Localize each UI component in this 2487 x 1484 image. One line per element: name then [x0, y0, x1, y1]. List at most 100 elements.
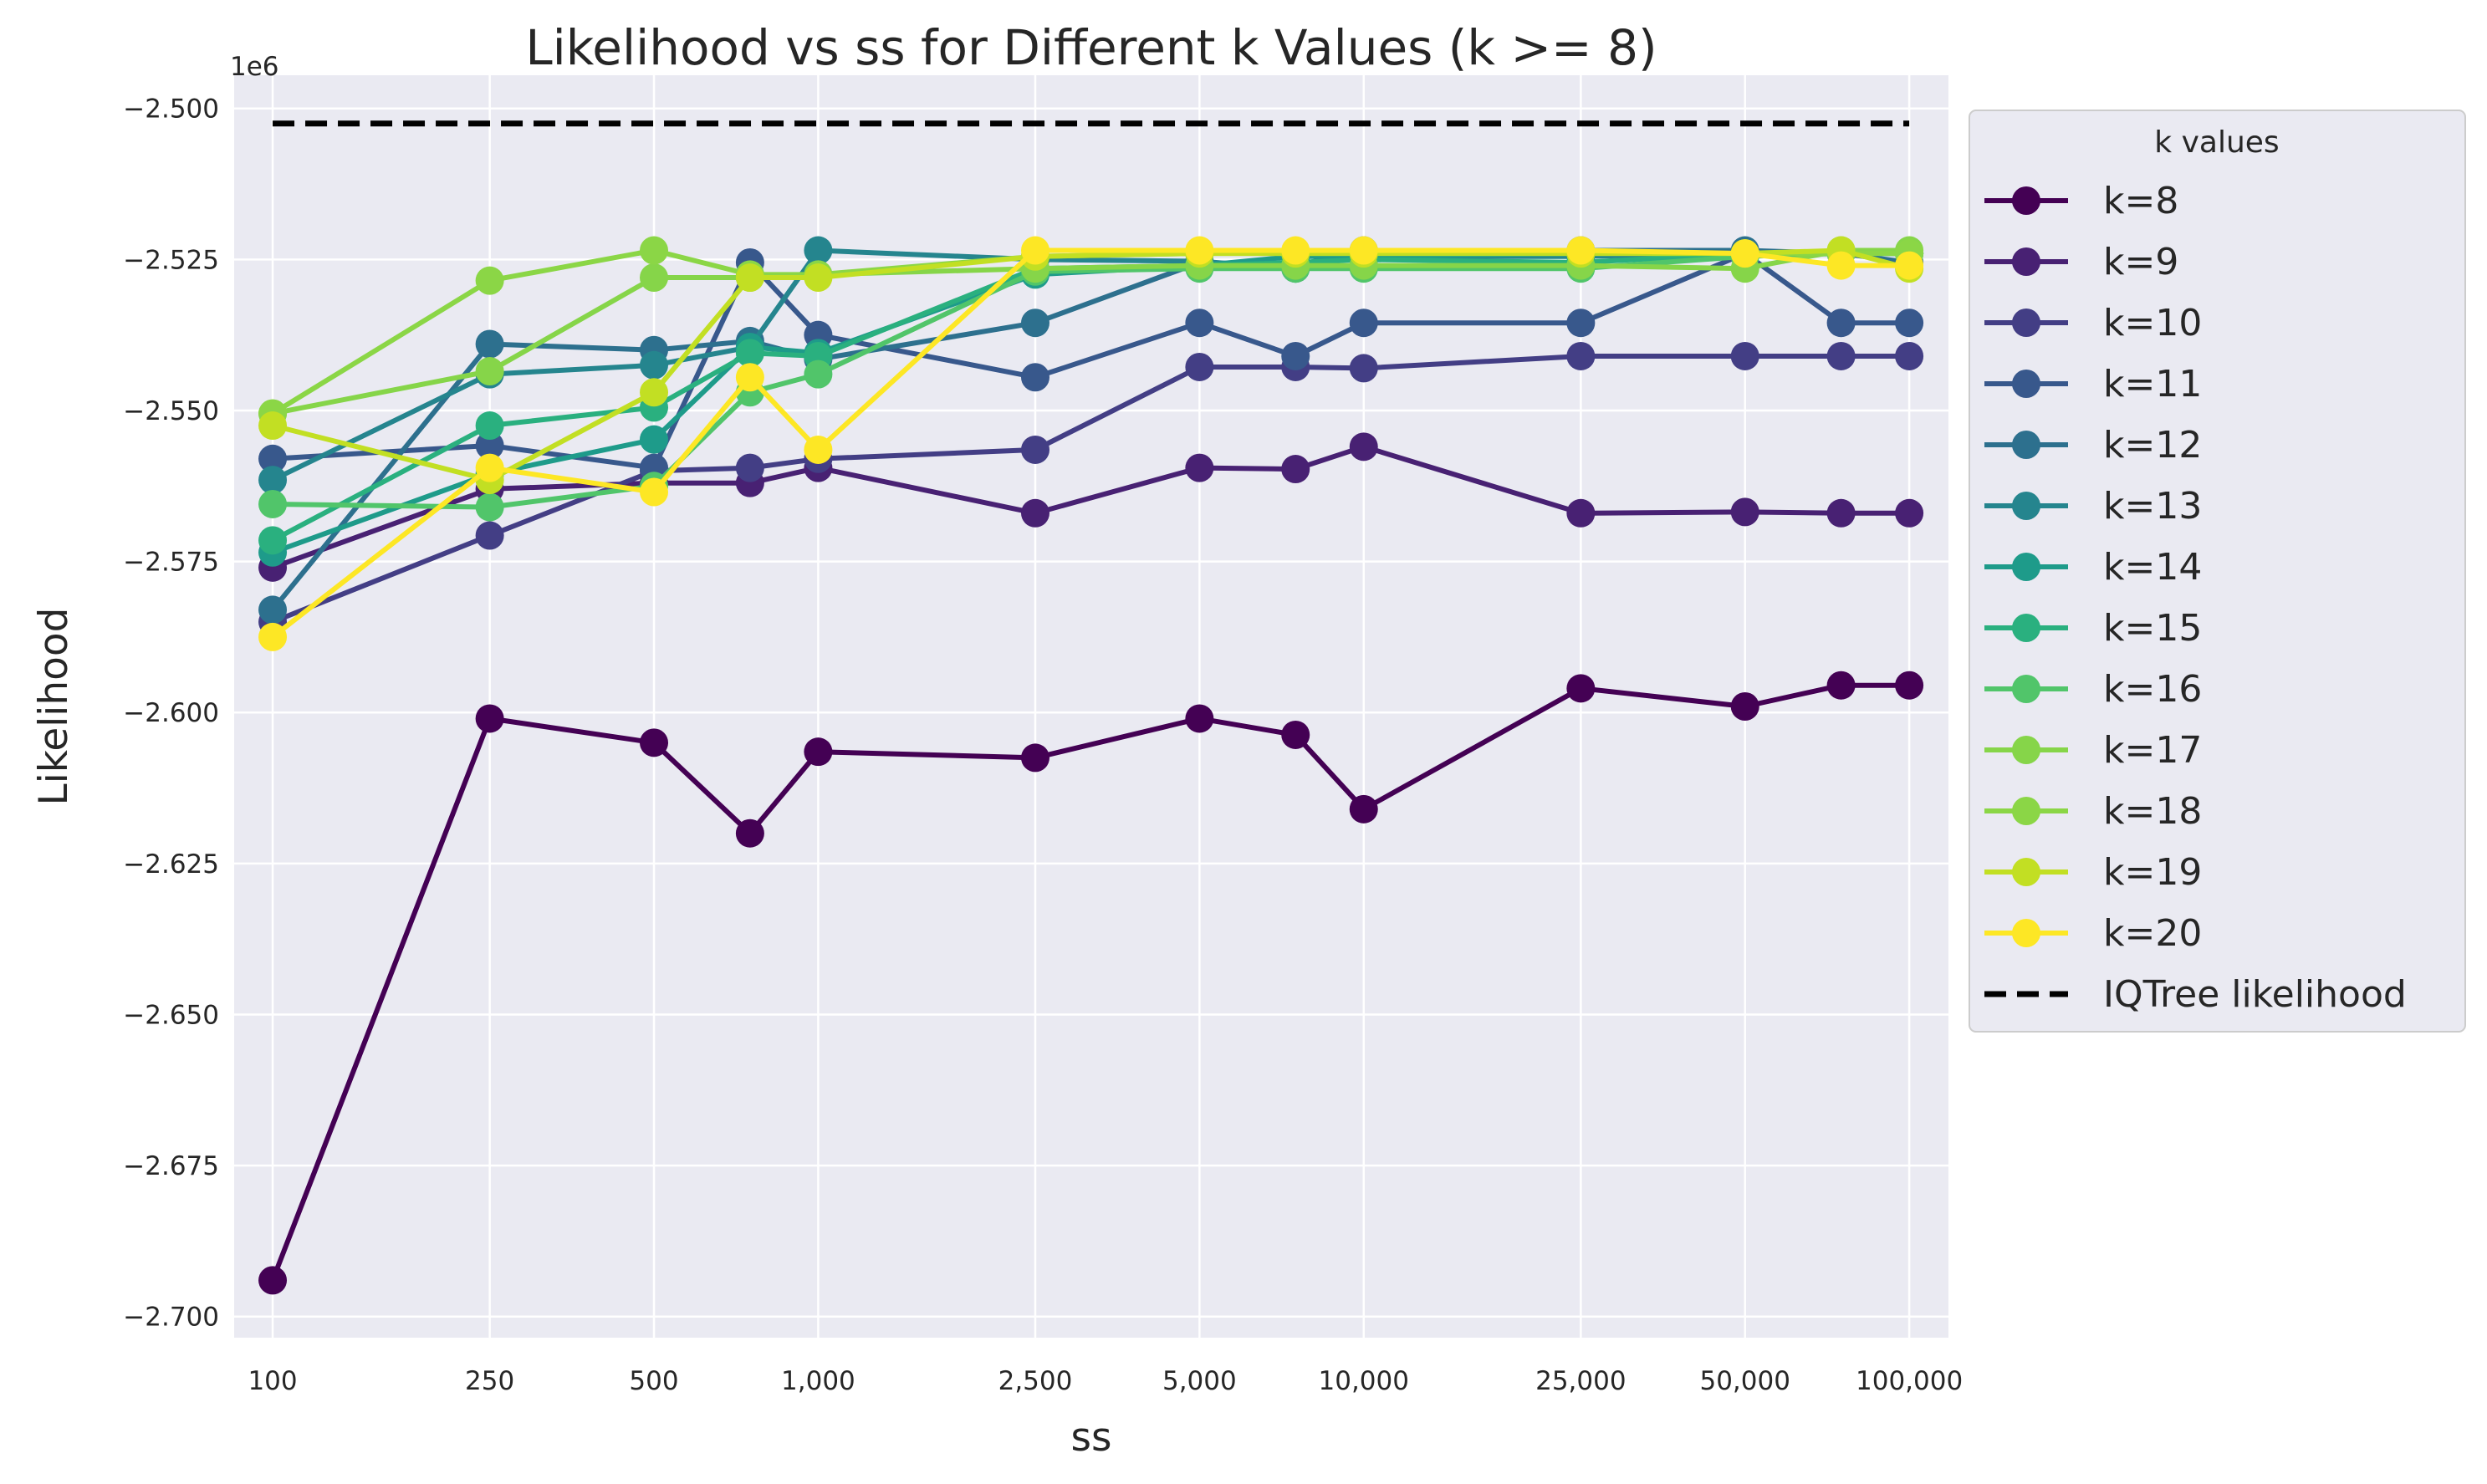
data-point — [258, 444, 288, 473]
legend-entry: k=8 — [1984, 180, 2178, 222]
legend-box — [1969, 110, 2466, 1033]
legend-swatch-marker — [2012, 797, 2040, 825]
legend-swatch-marker — [2012, 370, 2040, 398]
legend-swatch-marker — [2012, 614, 2040, 642]
legend-entry: k=20 — [1984, 912, 2202, 955]
data-point — [1020, 309, 1049, 338]
legend-swatch-marker — [2012, 553, 2040, 581]
data-point — [1020, 363, 1049, 392]
data-point — [640, 236, 669, 265]
legend-entries: k=8 k=9 k=10 k=11 k=12 k=13 k=14 k=15 k=16 k=17 k=… — [1984, 180, 2407, 1016]
data-point — [640, 728, 669, 757]
data-point — [1281, 341, 1310, 370]
legend-entry: k=17 — [1984, 729, 2202, 772]
data-point — [804, 263, 833, 293]
data-point — [475, 357, 504, 386]
y-offset-label: 1e6 — [230, 52, 279, 82]
data-point — [1349, 794, 1378, 824]
legend-label: k=8 — [2103, 180, 2178, 222]
data-point — [1730, 239, 1759, 268]
data-point — [1826, 671, 1856, 700]
data-point — [1826, 498, 1856, 528]
data-point — [1826, 251, 1856, 280]
data-point — [1349, 432, 1378, 462]
legend-swatch-marker — [2012, 736, 2040, 764]
series-k-20 — [258, 236, 1924, 651]
legend-label: k=20 — [2103, 912, 2202, 955]
y-tick-label: −2.500 — [123, 94, 219, 125]
data-point — [735, 818, 764, 848]
legend-swatch-marker — [2012, 858, 2040, 886]
data-point — [804, 360, 833, 389]
legend-label: IQTree likelihood — [2103, 973, 2407, 1016]
legend-label: k=15 — [2103, 607, 2202, 650]
data-point — [1185, 309, 1214, 338]
data-point — [475, 329, 504, 359]
data-point — [804, 737, 833, 767]
data-point — [258, 1266, 288, 1295]
y-tick-label: −2.550 — [123, 396, 219, 426]
data-point — [258, 411, 288, 441]
legend-entry: k=16 — [1984, 668, 2202, 711]
series-layer — [258, 236, 1924, 1295]
legend-title: k values — [2154, 125, 2279, 160]
x-tick-label: 250 — [465, 1366, 514, 1396]
x-tick-label: 50,000 — [1699, 1366, 1790, 1396]
legend-label: k=9 — [2103, 241, 2178, 283]
data-point — [640, 378, 669, 407]
data-point — [735, 363, 764, 392]
x-axis-title: ss — [1071, 1415, 1112, 1461]
y-tick-label: −2.600 — [123, 698, 219, 728]
data-point — [1895, 498, 1924, 528]
data-point — [258, 489, 288, 518]
legend-label: k=17 — [2103, 729, 2202, 772]
data-point — [1730, 497, 1759, 527]
legend-label: k=19 — [2103, 851, 2202, 894]
data-point — [475, 431, 504, 460]
data-point — [640, 263, 669, 293]
data-point — [258, 622, 288, 651]
legend-entry: IQTree likelihood — [1984, 973, 2407, 1016]
data-point — [258, 466, 288, 495]
y-tick-label: −2.625 — [123, 849, 219, 880]
y-tick-label: −2.675 — [123, 1151, 219, 1181]
legend-label: k=10 — [2103, 302, 2202, 344]
data-point — [1281, 720, 1310, 749]
data-point — [1730, 341, 1759, 370]
legend-label: k=18 — [2103, 790, 2202, 833]
series-k-8 — [258, 671, 1924, 1295]
data-point — [1566, 236, 1596, 265]
legend-swatch-marker — [2012, 247, 2040, 276]
data-point — [1020, 498, 1049, 528]
y-tick-labels: −2.700 −2.675 −2.650 −2.625 −2.600 −2.575 −2.5… — [123, 94, 219, 1333]
data-point — [475, 492, 504, 522]
legend-entry: k=9 — [1984, 241, 2178, 283]
legend-entry: k=15 — [1984, 607, 2202, 650]
data-point — [1185, 704, 1214, 733]
y-tick-label: −2.575 — [123, 548, 219, 578]
data-point — [804, 435, 833, 464]
data-point — [1566, 309, 1596, 338]
x-tick-label: 100,000 — [1856, 1366, 1963, 1396]
legend-swatch-marker — [2012, 309, 2040, 337]
data-point — [1185, 236, 1214, 265]
legend-swatch-marker — [2012, 675, 2040, 703]
data-point — [735, 339, 764, 368]
data-point — [475, 266, 504, 295]
y-tick-label: −2.525 — [123, 245, 219, 275]
x-tick-label: 100 — [248, 1366, 297, 1396]
legend-entry: k=19 — [1984, 851, 2202, 894]
data-point — [258, 526, 288, 555]
data-point — [1185, 453, 1214, 482]
data-point — [475, 453, 504, 482]
legend-swatch-marker — [2012, 186, 2040, 215]
x-tick-label: 5,000 — [1162, 1366, 1237, 1396]
data-point — [1895, 251, 1924, 280]
data-point — [1349, 354, 1378, 383]
x-tick-label: 25,000 — [1535, 1366, 1626, 1396]
data-point — [640, 425, 669, 454]
legend-entry: k=10 — [1984, 302, 2202, 344]
data-point — [1020, 435, 1049, 464]
data-point — [1349, 236, 1378, 265]
chart-title: Likelihood vs ss for Different k Values … — [525, 19, 1657, 76]
